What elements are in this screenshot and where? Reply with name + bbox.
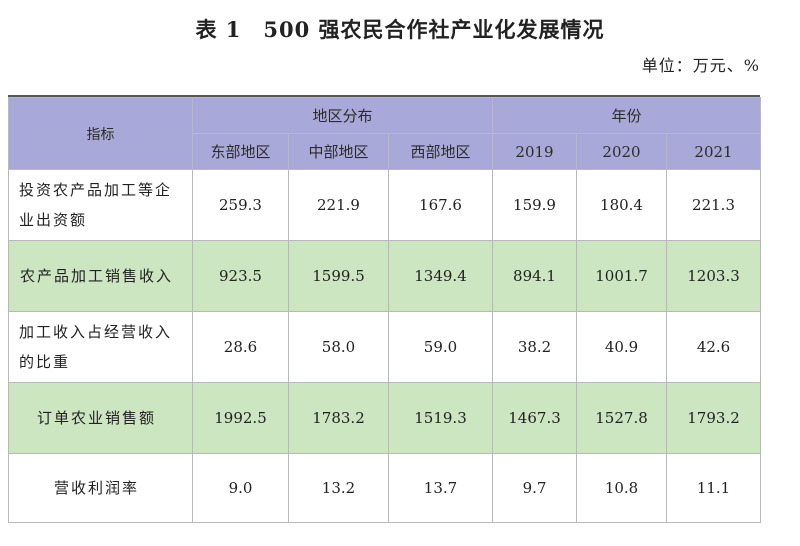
column-header: 2020: [576, 133, 668, 170]
table-cell: 13.7: [387, 453, 494, 523]
column-header: 西部地区: [387, 133, 494, 170]
table-cell: 10.8: [576, 453, 668, 523]
column-header: 2021: [666, 133, 762, 170]
table-cell: 180.4: [576, 169, 668, 241]
table-cell: 1203.3: [666, 240, 762, 312]
table-row: 投资农产品加工等企业出资额 259.3 221.9 167.6 159.9 18…: [8, 169, 762, 241]
column-header: 东部地区: [192, 133, 289, 170]
table-body: 投资农产品加工等企业出资额 259.3 221.9 167.6 159.9 18…: [8, 169, 762, 523]
table-cell: 923.5: [192, 240, 289, 312]
table-cell: 1349.4: [387, 240, 494, 312]
table-cell: 9.7: [492, 453, 578, 523]
table-number: 表 1: [195, 17, 242, 42]
table-cell: 221.9: [288, 169, 389, 241]
unit-note: 单位：万元、%: [641, 56, 760, 75]
table-cell: 1992.5: [192, 382, 289, 454]
table-cell: 1467.3: [492, 382, 578, 454]
row-label: 营收利润率: [8, 453, 193, 523]
table-cell: 1001.7: [576, 240, 668, 312]
table-cell: 221.3: [666, 169, 762, 241]
row-label: 订单农业销售额: [8, 382, 193, 454]
table-cell: 11.1: [666, 453, 762, 523]
table-cell: 9.0: [192, 453, 289, 523]
table-cell: 894.1: [492, 240, 578, 312]
table-row: 加工收入占经营收入的比重 28.6 58.0 59.0 38.2 40.9 42…: [8, 311, 762, 383]
table-cell: 1599.5: [288, 240, 389, 312]
table-cell: 59.0: [387, 311, 494, 383]
table-header: 指标 地区分布 年份 东部地区 中部地区 西部地区 2019 2020 2021: [8, 97, 762, 170]
table-title: 表 1 500 强农民合作社产业化发展情况: [0, 14, 800, 44]
table-cell: 1519.3: [387, 382, 494, 454]
table-row: 订单农业销售额 1992.5 1783.2 1519.3 1467.3 1527…: [8, 382, 762, 454]
table-cell: 58.0: [288, 311, 389, 383]
table-row: 营收利润率 9.0 13.2 13.7 9.7 10.8 11.1: [8, 453, 762, 523]
row-label: 农产品加工销售收入: [8, 240, 193, 312]
table-cell: 13.2: [288, 453, 389, 523]
table-cell: 38.2: [492, 311, 578, 383]
data-table: 指标 地区分布 年份 东部地区 中部地区 西部地区 2019 2020 2021…: [8, 97, 762, 523]
table-cell: 1783.2: [288, 382, 389, 454]
row-label: 加工收入占经营收入的比重: [8, 311, 193, 383]
column-header: 中部地区: [288, 133, 389, 170]
table-cell: 259.3: [192, 169, 289, 241]
column-header: 2019: [492, 133, 578, 170]
table-top-rule: [8, 95, 760, 97]
indicator-header: 指标: [8, 97, 193, 170]
table-cell: 1793.2: [666, 382, 762, 454]
table-cell: 28.6: [192, 311, 289, 383]
table-title-text: 500 强农民合作社产业化发展情况: [263, 17, 605, 42]
table-cell: 167.6: [387, 169, 494, 241]
table-cell: 40.9: [576, 311, 668, 383]
table-row: 农产品加工销售收入 923.5 1599.5 1349.4 894.1 1001…: [8, 240, 762, 312]
table-cell: 159.9: [492, 169, 578, 241]
row-label: 投资农产品加工等企业出资额: [8, 169, 193, 241]
year-group-header: 年份: [492, 97, 762, 134]
table-cell: 42.6: [666, 311, 762, 383]
region-group-header: 地区分布: [191, 97, 494, 134]
table-cell: 1527.8: [576, 382, 668, 454]
